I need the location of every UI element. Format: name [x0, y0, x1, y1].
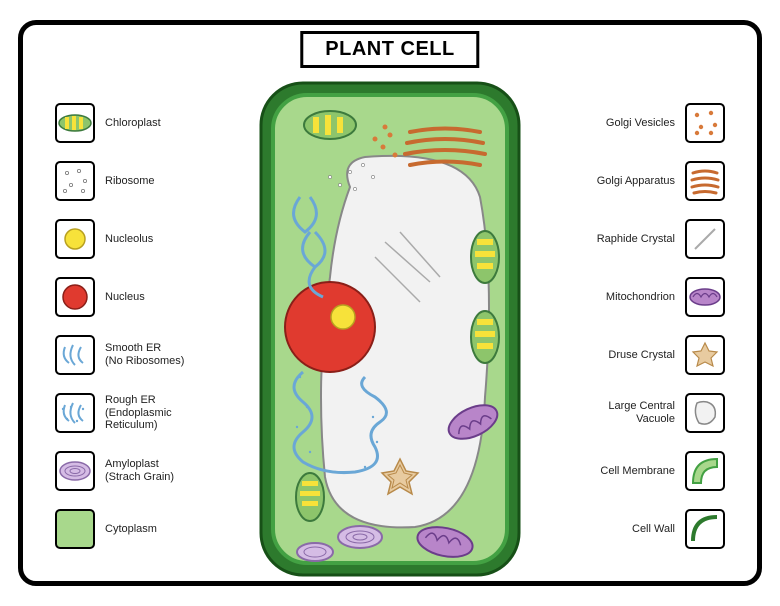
label-raphide: Raphide Crystal	[597, 233, 675, 246]
swatch-golgi-vesicles	[685, 103, 725, 143]
swatch-smooth-er	[55, 335, 95, 375]
legend-nucleus: Nucleus	[55, 277, 195, 317]
swatch-wall	[685, 509, 725, 549]
swatch-chloroplast	[55, 103, 95, 143]
label-druse: Druse Crystal	[608, 349, 675, 362]
swatch-mitochondrion	[685, 277, 725, 317]
swatch-golgi-apparatus	[685, 161, 725, 201]
legend-left: Chloroplast Ribosome Nucleolus Nucleus S…	[55, 103, 195, 549]
legend-rough-er: Rough ER (Endoplasmic Reticulum)	[55, 393, 195, 433]
label-smooth-er: Smooth ER (No Ribosomes)	[105, 342, 184, 367]
label-cytoplasm: Cytoplasm	[105, 523, 157, 536]
legend-smooth-er: Smooth ER (No Ribosomes)	[55, 335, 195, 375]
label-ribosome: Ribosome	[105, 175, 155, 188]
label-golgi-apparatus: Golgi Apparatus	[597, 175, 675, 188]
swatch-cytoplasm	[55, 509, 95, 549]
swatch-ribosome	[55, 161, 95, 201]
legend-mitochondrion: Mitochondrion	[585, 277, 725, 317]
title-text: PLANT CELL	[325, 38, 454, 60]
legend-membrane: Cell Membrane	[585, 451, 725, 491]
legend-chloroplast: Chloroplast	[55, 103, 195, 143]
legend-wall: Cell Wall	[585, 509, 725, 549]
swatch-amyloplast	[55, 451, 95, 491]
legend-druse: Druse Crystal	[585, 335, 725, 375]
swatch-nucleolus	[55, 219, 95, 259]
title-box: PLANT CELL	[300, 31, 479, 68]
legend-golgi-apparatus: Golgi Apparatus	[585, 161, 725, 201]
swatch-vacuole	[685, 393, 725, 433]
swatch-druse	[685, 335, 725, 375]
legend-cytoplasm: Cytoplasm	[55, 509, 195, 549]
legend-vacuole: Large Central Vacuole	[585, 393, 725, 433]
label-nucleus: Nucleus	[105, 291, 145, 304]
legend-golgi-vesicles: Golgi Vesicles	[585, 103, 725, 143]
swatch-membrane	[685, 451, 725, 491]
label-golgi-vesicles: Golgi Vesicles	[606, 117, 675, 130]
label-mitochondrion: Mitochondrion	[606, 291, 675, 304]
diagram-frame: PLANT CELL	[18, 20, 762, 586]
legend-amyloplast: Amyloplast (Strach Grain)	[55, 451, 195, 491]
label-wall: Cell Wall	[632, 523, 675, 536]
label-vacuole: Large Central Vacuole	[585, 400, 675, 425]
swatch-raphide	[685, 219, 725, 259]
label-amyloplast: Amyloplast (Strach Grain)	[105, 458, 174, 483]
legend-raphide: Raphide Crystal	[585, 219, 725, 259]
swatch-rough-er	[55, 393, 95, 433]
label-membrane: Cell Membrane	[600, 465, 675, 478]
label-chloroplast: Chloroplast	[105, 117, 161, 130]
label-nucleolus: Nucleolus	[105, 233, 153, 246]
swatch-nucleus	[55, 277, 95, 317]
legend-ribosome: Ribosome	[55, 161, 195, 201]
label-rough-er: Rough ER (Endoplasmic Reticulum)	[105, 394, 195, 432]
legend-nucleolus: Nucleolus	[55, 219, 195, 259]
cell-diagram	[255, 77, 525, 581]
legend-right: Golgi Vesicles Golgi Apparatus Raphide C…	[585, 103, 725, 549]
